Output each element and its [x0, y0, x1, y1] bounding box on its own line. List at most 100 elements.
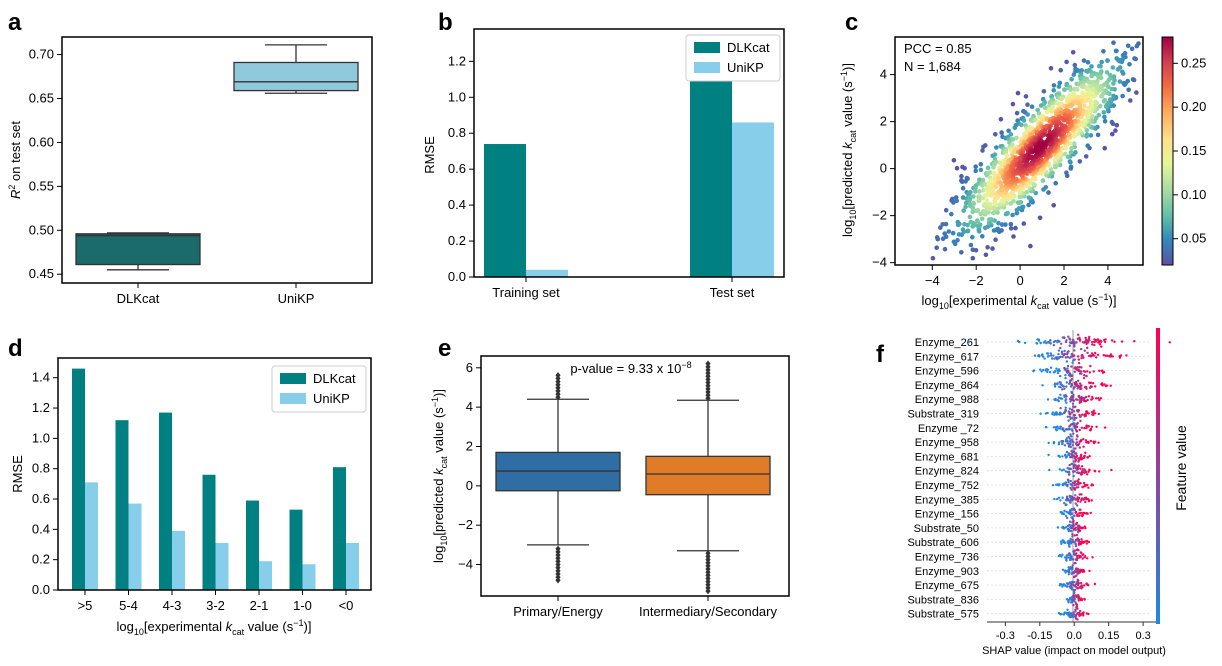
- scatter-point: [1041, 132, 1047, 137]
- scatter-point: [961, 208, 966, 213]
- x-tick-label: 3-2: [206, 598, 225, 613]
- shap-point: [1078, 428, 1081, 432]
- panel-e-xticks: Primary/Energy Intermediary/Secondary: [513, 596, 778, 619]
- shap-point: [1053, 357, 1056, 360]
- shap-point: [1055, 367, 1058, 370]
- shap-point: [1052, 340, 1056, 344]
- shap-point: [1111, 355, 1115, 358]
- scatter-point: [988, 178, 994, 184]
- scatter-point: [1044, 109, 1050, 115]
- scatter-point: [930, 255, 936, 261]
- scatter-point: [1086, 122, 1092, 128]
- shap-point: [1097, 441, 1100, 444]
- panel-c-xticks: −4 −2 0 2 4: [925, 265, 1112, 288]
- shap-point: [1088, 339, 1091, 342]
- shap-point: [1058, 340, 1061, 343]
- feature-label: Enzyme_261: [915, 337, 979, 349]
- shap-point: [1057, 349, 1061, 352]
- scatter-point: [1132, 56, 1137, 61]
- shap-point: [1066, 608, 1069, 611]
- shap-point: [1067, 373, 1071, 377]
- shap-point: [1072, 395, 1075, 399]
- shap-point: [1044, 369, 1047, 372]
- y-tick-label: 1.4: [32, 370, 50, 385]
- shap-point: [1063, 352, 1067, 356]
- scatter-point: [1047, 126, 1052, 131]
- shap-point: [1076, 513, 1079, 516]
- shap-point: [1110, 468, 1113, 472]
- scatter-point: [934, 245, 939, 250]
- shap-point: [1109, 384, 1112, 387]
- shap-point: [1080, 497, 1084, 500]
- shap-point: [1087, 470, 1090, 473]
- shap-point: [1080, 514, 1083, 517]
- scatter-point: [1085, 60, 1091, 65]
- scatter-point: [943, 207, 949, 213]
- scatter-point: [1012, 125, 1018, 131]
- shap-point: [1083, 427, 1086, 430]
- panel-c: −4 −2 0 2 4 −4 −2 0 2 4 PCC = 0.85 N = 1,684 log…: [839, 36, 1206, 311]
- panel-a-ylabel: R2 on test set: [7, 121, 23, 199]
- shap-point: [1067, 419, 1070, 422]
- shap-point: [1046, 355, 1050, 358]
- scatter-point: [967, 214, 973, 220]
- scatter-point: [951, 158, 957, 163]
- shap-point: [1068, 582, 1072, 585]
- shap-point: [1074, 382, 1078, 385]
- shap-point: [1060, 612, 1063, 616]
- feature-label: Enzyme_752: [915, 480, 979, 492]
- y-tick-label: 0.6: [448, 161, 466, 176]
- shap-point: [1065, 360, 1069, 363]
- shap-point: [1080, 357, 1083, 360]
- shap-point: [1077, 579, 1080, 583]
- scatter-point: [1114, 122, 1120, 128]
- x-tick-label: 0.3: [1135, 630, 1150, 642]
- scatter-point: [1101, 49, 1106, 54]
- bar-dlkcat: [690, 81, 732, 278]
- shap-point: [1080, 568, 1084, 572]
- scatter-point: [1111, 40, 1116, 45]
- shap-point: [1052, 354, 1055, 357]
- shap-point: [1064, 409, 1068, 412]
- shap-point: [1060, 542, 1063, 545]
- panel-b-marks: [484, 81, 774, 278]
- shap-point: [1056, 483, 1059, 486]
- scatter-point: [971, 194, 976, 199]
- shap-point: [1080, 384, 1083, 387]
- scatter-point: [999, 130, 1004, 135]
- panel-label-d: d: [8, 335, 23, 362]
- scatter-point: [1088, 133, 1094, 138]
- shap-point: [1045, 342, 1048, 345]
- shap-point: [1062, 512, 1066, 515]
- shap-point: [1077, 486, 1080, 489]
- shap-point: [1085, 410, 1088, 413]
- shap-point: [1077, 410, 1080, 413]
- feature-label: Enzyme_596: [915, 366, 979, 378]
- y-tick-label: 1.0: [32, 430, 50, 445]
- scatter-point: [1102, 118, 1108, 124]
- shap-point: [1056, 413, 1059, 416]
- shap-point: [1046, 398, 1050, 401]
- scatter-point: [1128, 98, 1133, 103]
- shap-point: [1069, 479, 1073, 483]
- shap-point: [1082, 376, 1086, 380]
- x-tick-label: <0: [339, 598, 354, 613]
- scatter-point: [1134, 90, 1139, 95]
- shap-point: [1070, 382, 1073, 386]
- scatter-point: [963, 204, 968, 210]
- shap-point: [1077, 478, 1080, 481]
- shap-point: [1066, 367, 1069, 370]
- panel-label-b: b: [438, 9, 453, 36]
- scatter-point: [1069, 145, 1074, 151]
- bar-dlkcat: [484, 144, 526, 277]
- legend-swatch-dlkcat: [280, 373, 306, 384]
- scatter-point: [1099, 59, 1104, 65]
- shap-point: [1080, 372, 1083, 375]
- shap-point: [1080, 551, 1083, 554]
- scatter-point: [1097, 103, 1103, 109]
- scatter-point: [1104, 70, 1110, 75]
- shap-point: [1039, 341, 1042, 345]
- y-tick-label: 0.4: [448, 197, 466, 212]
- scatter-point: [1058, 67, 1063, 73]
